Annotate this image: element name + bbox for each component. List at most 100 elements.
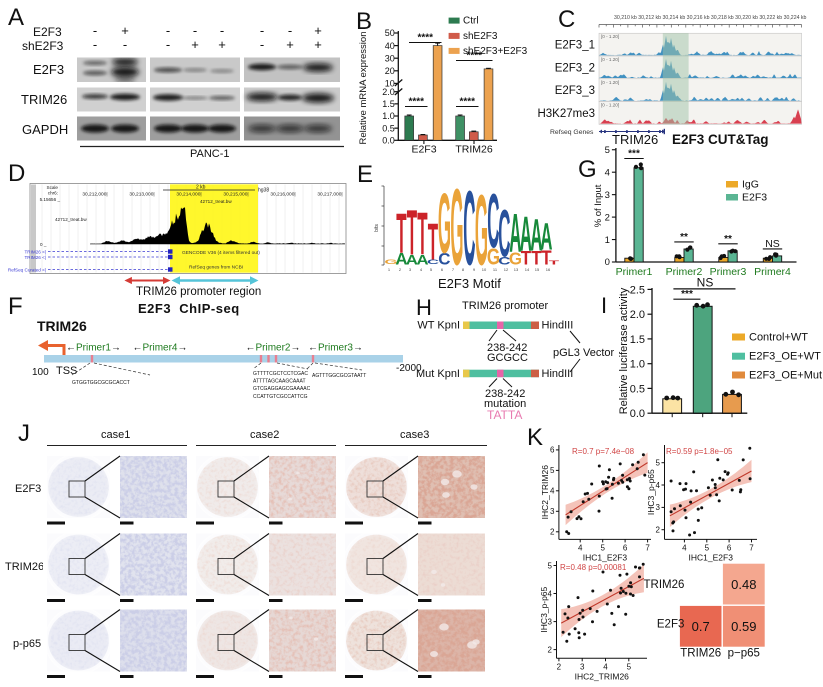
svg-text:T: T bbox=[531, 248, 541, 269]
svg-text:T: T bbox=[428, 214, 438, 272]
svg-text:10: 10 bbox=[385, 79, 395, 89]
svg-text:12: 12 bbox=[504, 267, 509, 272]
svg-text:A: A bbox=[406, 253, 418, 268]
svg-text:GTTTTCGCTCCTCGAC: GTTTTCGCTCCTCGAC bbox=[253, 371, 308, 377]
svg-text:←Primer2→: ←Primer2→ bbox=[245, 343, 300, 354]
svg-text:0.59: 0.59 bbox=[731, 619, 756, 634]
svg-text:50: 50 bbox=[385, 28, 395, 38]
svg-text:5: 5 bbox=[548, 561, 553, 570]
svg-text:***: *** bbox=[628, 149, 640, 160]
svg-text:6: 6 bbox=[727, 543, 732, 552]
svg-text:2: 2 bbox=[656, 526, 661, 535]
svg-text:10: 10 bbox=[482, 267, 487, 272]
svg-text:5: 5 bbox=[705, 543, 710, 552]
svg-text:p−p65: p−p65 bbox=[728, 648, 760, 660]
svg-text:HindIII: HindIII bbox=[542, 320, 574, 332]
svg-text:G: G bbox=[384, 258, 397, 266]
svg-text:***: *** bbox=[681, 289, 693, 300]
svg-text:NS: NS bbox=[765, 238, 780, 250]
svg-text:2.0: 2.0 bbox=[382, 87, 395, 97]
svg-text:14: 14 bbox=[525, 267, 530, 272]
svg-text:C: C bbox=[463, 171, 475, 288]
svg-text:0.0: 0.0 bbox=[382, 136, 395, 146]
svg-text:0.48: 0.48 bbox=[731, 577, 756, 592]
svg-text:7: 7 bbox=[645, 543, 650, 552]
svg-text:3: 3 bbox=[550, 507, 555, 516]
svg-text:3: 3 bbox=[548, 617, 553, 626]
svg-text:E2F3_1: E2F3_1 bbox=[555, 40, 595, 52]
svg-text:0.5: 0.5 bbox=[382, 123, 395, 133]
svg-text:8: 8 bbox=[462, 267, 465, 272]
svg-text:2: 2 bbox=[399, 267, 402, 272]
svg-text:9: 9 bbox=[473, 267, 476, 272]
svg-text:5: 5 bbox=[550, 466, 555, 475]
svg-text:7: 7 bbox=[452, 267, 455, 272]
svg-text:NS: NS bbox=[697, 276, 714, 290]
svg-text:Refseq Genes: Refseq Genes bbox=[550, 129, 594, 136]
svg-text:shE2F3: shE2F3 bbox=[463, 31, 498, 42]
svg-text:TRIM26 <|: TRIM26 <| bbox=[25, 250, 47, 255]
svg-text:30: 30 bbox=[385, 53, 395, 63]
svg-text:RefSeq Curated <|: RefSeq Curated <| bbox=[8, 268, 46, 273]
svg-text:0.7: 0.7 bbox=[692, 619, 710, 634]
svg-text:1.5: 1.5 bbox=[382, 99, 395, 109]
svg-text:4: 4 bbox=[578, 543, 583, 552]
svg-text:GTGGTGGCGCGCACCT: GTGGTGGCGCGCACCT bbox=[72, 380, 130, 386]
svg-text:5.15656 _: 5.15656 _ bbox=[40, 197, 61, 202]
svg-text:Primer4: Primer4 bbox=[754, 266, 791, 278]
svg-text:Relative mRNA expression: Relative mRNA expression bbox=[358, 32, 369, 145]
svg-text:****: **** bbox=[466, 51, 482, 62]
svg-text:[0 - 1.20]: [0 - 1.20] bbox=[601, 80, 619, 85]
svg-text:4: 4 bbox=[603, 662, 608, 671]
svg-text:E2F3: E2F3 bbox=[657, 619, 685, 631]
svg-text:Primer1: Primer1 bbox=[616, 266, 653, 278]
svg-text:42712_treat.bw: 42712_treat.bw bbox=[55, 217, 87, 222]
svg-text:hg38: hg38 bbox=[258, 188, 269, 194]
svg-text:A: A bbox=[520, 206, 532, 261]
svg-text:30,213,000|: 30,213,000| bbox=[129, 192, 154, 198]
svg-text:←Primer1→: ←Primer1→ bbox=[66, 343, 121, 354]
svg-text:T: T bbox=[541, 246, 552, 269]
svg-text:2.0: 2.0 bbox=[630, 309, 645, 321]
svg-text:30,215,000|: 30,215,000| bbox=[223, 192, 248, 198]
svg-text:[0 - 1.20]: [0 - 1.20] bbox=[601, 57, 619, 62]
svg-text:4: 4 bbox=[656, 481, 661, 490]
svg-text:E2F3_OE+WT: E2F3_OE+WT bbox=[749, 351, 821, 363]
svg-text:Primer2: Primer2 bbox=[666, 266, 703, 278]
svg-text:G: G bbox=[475, 175, 488, 287]
svg-text:6: 6 bbox=[441, 267, 444, 272]
svg-text:AGTTTGGCGCGTAATT: AGTTTGGCGCGTAATT bbox=[312, 373, 366, 379]
svg-text:IHC2_TRIM26: IHC2_TRIM26 bbox=[540, 465, 550, 520]
svg-text:GENCODE V36 (4 items filtered: GENCODE V36 (4 items filtered out) bbox=[182, 250, 260, 256]
svg-text:Scale: Scale bbox=[47, 185, 59, 190]
svg-text:R=0.59 p=1.8e−05: R=0.59 p=1.8e−05 bbox=[666, 447, 733, 456]
svg-text:←Primer4→: ←Primer4→ bbox=[132, 343, 187, 354]
svg-text:[0 - 1.20]: [0 - 1.20] bbox=[601, 103, 619, 108]
svg-text:7: 7 bbox=[749, 543, 754, 552]
svg-text:CCATTGTCGCCATTCG: CCATTGTCGCCATTCG bbox=[253, 394, 308, 400]
svg-text:1: 1 bbox=[388, 267, 391, 272]
svg-text:5: 5 bbox=[430, 267, 433, 272]
svg-text:5: 5 bbox=[605, 145, 610, 156]
svg-text:0 _: 0 _ bbox=[40, 242, 47, 247]
svg-text:bits: bits bbox=[374, 224, 380, 232]
svg-text:Relative luciferase activity: Relative luciferase activity bbox=[618, 287, 630, 414]
svg-text:TRIM26: TRIM26 bbox=[455, 144, 493, 156]
svg-text:C: C bbox=[487, 178, 499, 264]
svg-text:HindIII: HindIII bbox=[542, 368, 574, 380]
svg-text:13: 13 bbox=[514, 267, 519, 272]
svg-text:4: 4 bbox=[548, 589, 553, 598]
svg-text:E2F3: E2F3 bbox=[742, 192, 767, 204]
svg-text:WT KpnI: WT KpnI bbox=[417, 320, 460, 332]
svg-text:A: A bbox=[395, 250, 407, 269]
svg-text:2 kb: 2 kb bbox=[196, 185, 206, 191]
svg-text:16: 16 bbox=[546, 267, 551, 272]
svg-text:4: 4 bbox=[605, 167, 610, 178]
svg-text:3: 3 bbox=[409, 267, 412, 272]
svg-text:3: 3 bbox=[580, 662, 585, 671]
svg-text:100: 100 bbox=[32, 367, 49, 378]
svg-text:G: G bbox=[487, 245, 500, 270]
svg-text:****: **** bbox=[408, 97, 424, 108]
svg-text:E2F3_OE+Mut: E2F3_OE+Mut bbox=[749, 370, 822, 382]
svg-text:GTCGAGGAGCGAAAAC: GTCGAGGAGCGAAAAC bbox=[253, 386, 311, 392]
